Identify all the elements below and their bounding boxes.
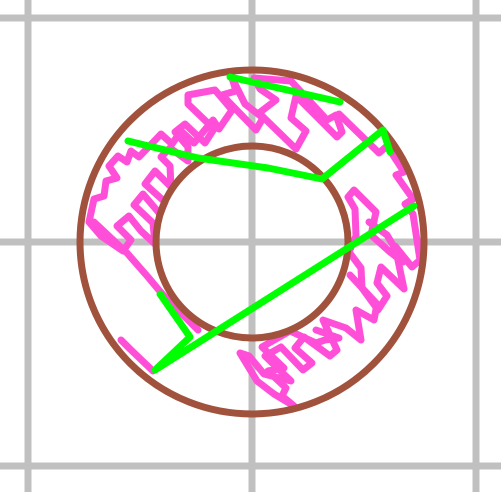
hatch-stroke-top-left	[218, 74, 267, 134]
hatch-stroke-bottom-left	[117, 336, 157, 375]
hatch-stroke-top	[250, 74, 346, 153]
green-stroke-middle	[124, 126, 394, 183]
green-stroke-top-edge	[226, 73, 344, 106]
hatch-stroke-right	[335, 110, 424, 314]
hatch-stroke-bottom	[236, 271, 381, 410]
ring	[76, 66, 428, 418]
ring-outer-circle	[76, 66, 428, 418]
ring-inner-circle	[152, 142, 352, 342]
green-strokes	[124, 73, 418, 374]
green-stroke-diagonal	[151, 202, 418, 374]
